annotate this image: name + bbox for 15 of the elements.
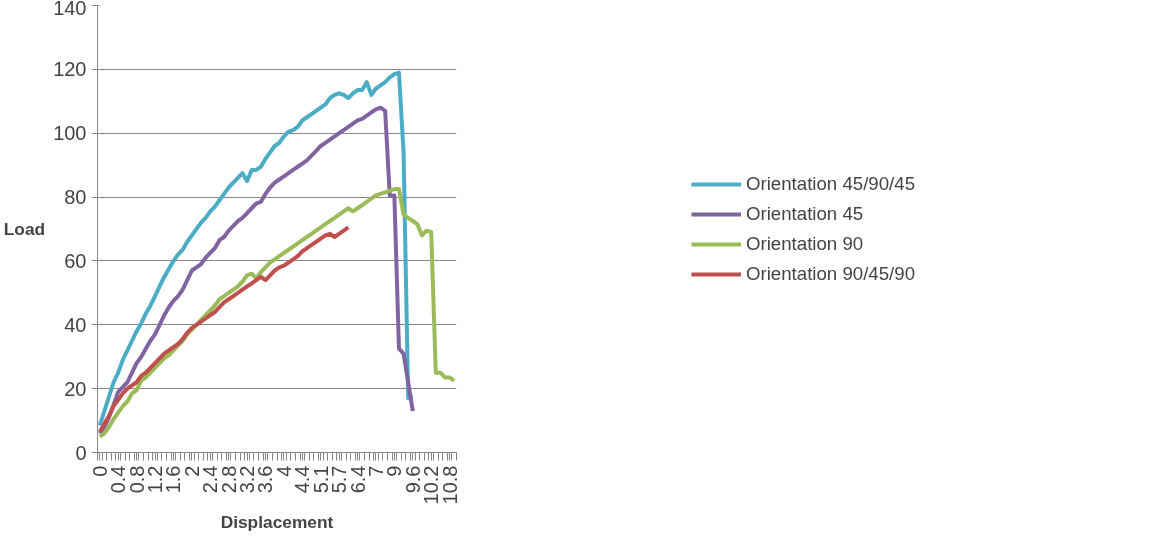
line-series <box>97 225 351 434</box>
legend-label: Orientation 45/90/45 <box>745 172 916 195</box>
y-axis-title: Load <box>3 219 46 239</box>
legend-label: Orientation 45 <box>745 202 864 225</box>
legend-label: Orientation 90/45/90 <box>745 262 916 285</box>
y-tick-label: 100 <box>53 122 87 145</box>
y-tick-label: 120 <box>53 58 87 81</box>
y-tick-label: 40 <box>64 313 87 336</box>
y-tick-label: 60 <box>64 249 87 272</box>
y-tick-label: 20 <box>64 377 87 400</box>
y-tick-label: 80 <box>64 186 87 209</box>
x-axis-title: Displacement <box>220 512 334 533</box>
legend-label: Orientation 90 <box>745 232 864 255</box>
y-tick-label: 140 <box>53 0 87 19</box>
line-series <box>97 187 457 439</box>
